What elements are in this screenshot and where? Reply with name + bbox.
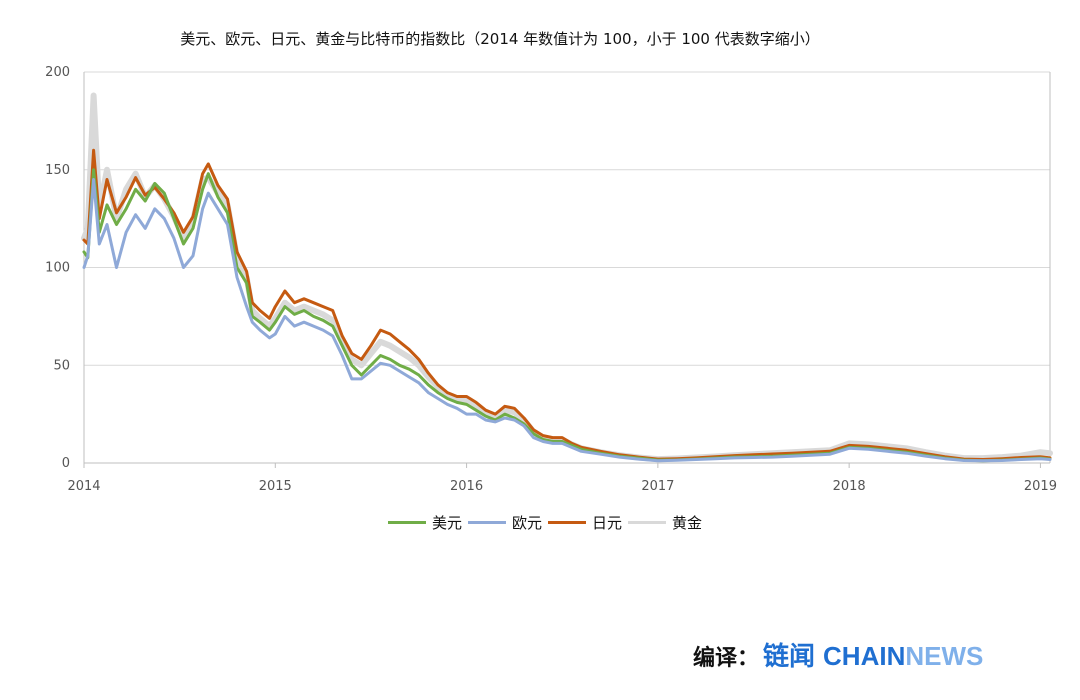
y-tick-label-150: 150 [45,163,70,178]
grid-lines [84,71,1050,464]
x-tick-label-2018: 2018 [833,479,866,494]
legend-label-usd: 美元 [432,514,463,532]
legend-swatch-gold [628,521,667,524]
legend-item-usd: 美元 [388,512,462,533]
x-tick-label-2015: 2015 [259,479,292,494]
credit-brand-news: NEWS [905,641,984,671]
series-line-eur [82,178,1052,463]
legend-swatch-jpy [548,521,587,524]
series-line-jpy [82,148,1052,461]
legend-item-gold: 黄金 [628,512,702,533]
y-tick-label-0: 0 [62,456,70,471]
legend-swatch-eur [468,521,507,524]
legend-label-gold: 黄金 [672,514,703,532]
series-lines [81,92,1053,463]
x-tick-label-2014: 2014 [67,479,100,494]
x-tick-label-2019: 2019 [1024,479,1057,494]
credit-brand-chain: CHAIN [823,641,906,671]
credit-brand-cn: 链闻 [763,642,816,672]
source-credit: 编译： 链闻 CHAIN NEWS [693,636,983,673]
y-tick-label-50: 50 [53,358,70,373]
series-line-gold [81,92,1053,463]
legend-label-jpy: 日元 [592,514,623,532]
legend-item-eur: 欧元 [468,512,542,533]
legend-item-jpy: 日元 [548,512,622,533]
chart-title: 美元、欧元、日元、黄金与比特币的指数比（2014 年数值计为 100，小于 10… [180,30,820,48]
legend-swatch-usd [388,521,426,524]
y-tick-labels: 0 50 100 150 200 [45,65,70,471]
x-tick-label-2017: 2017 [641,479,674,494]
x-tick-label-2016: 2016 [450,479,483,494]
x-tick-labels: 2014 2015 2016 2017 2018 2019 [67,463,1057,494]
legend-label-eur: 欧元 [512,514,543,532]
legend: 美元 欧元 日元 黄金 [388,512,708,533]
credit-prefix: 编译： [693,646,760,671]
y-tick-label-100: 100 [45,261,70,276]
y-tick-label-200: 200 [45,65,70,80]
series-line-usd [82,168,1052,463]
